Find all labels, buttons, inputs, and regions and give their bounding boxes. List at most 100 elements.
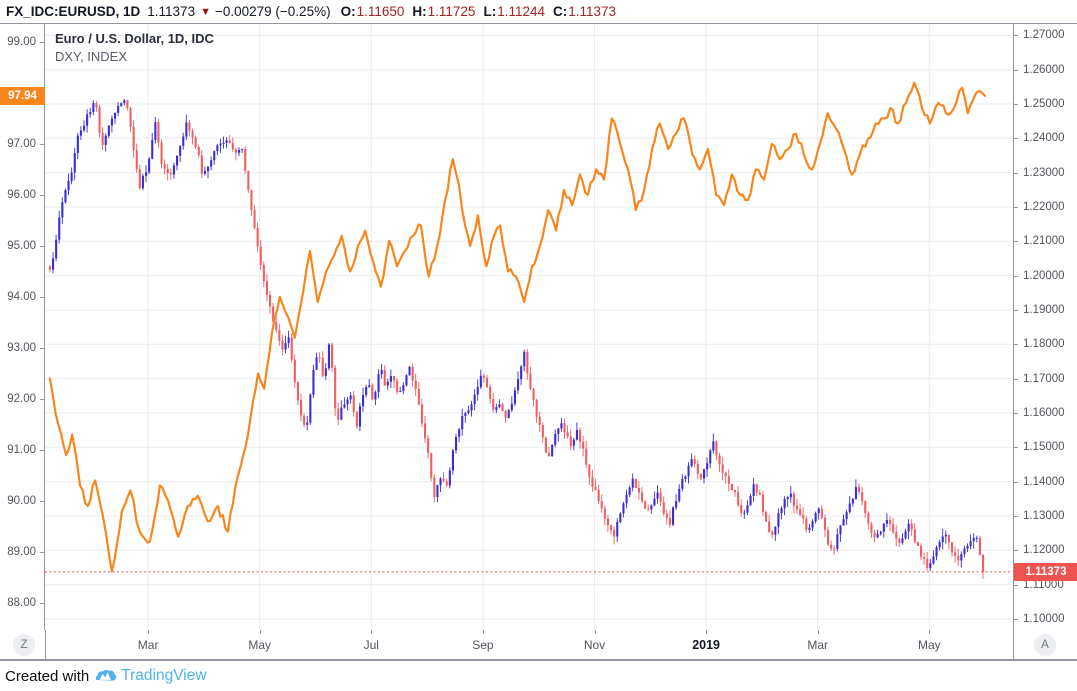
time-axis-tick — [929, 630, 931, 634]
last-price: 1.11373 — [147, 4, 196, 19]
left-axis-tick — [40, 41, 44, 43]
left-axis-label: 95.00 — [7, 239, 36, 252]
time-axis-tick — [706, 630, 708, 634]
right-axis-tick — [1014, 172, 1018, 174]
left-axis-label: 90.00 — [7, 494, 36, 507]
left-axis-label: 91.00 — [7, 443, 36, 456]
left-axis-tick — [40, 602, 44, 604]
right-axis-tick — [1014, 103, 1018, 105]
left-axis-label: 97.00 — [7, 137, 36, 150]
open-value: 1.11650 — [356, 4, 405, 19]
left-axis-tick — [40, 398, 44, 400]
auto-scale-button[interactable]: A — [1034, 633, 1056, 656]
left-axis-tick — [40, 296, 44, 298]
left-axis-label: 96.00 — [7, 188, 36, 201]
left-axis-tick — [40, 500, 44, 502]
right-axis-label: 1.15000 — [1023, 441, 1065, 454]
eurusd-last-price-badge: 1.11373 — [1014, 562, 1077, 581]
created-with-text: Created with — [5, 667, 90, 685]
right-axis-tick — [1014, 378, 1018, 380]
time-axis-label[interactable]: Sep — [472, 637, 494, 652]
time-axis-label[interactable]: 2019 — [692, 637, 720, 652]
timezone-button[interactable]: Z — [13, 633, 35, 656]
right-axis-label: 1.16000 — [1023, 407, 1065, 419]
right-axis-label: 1.19000 — [1023, 304, 1065, 316]
attribution-footer: Created with TradingView — [0, 660, 1077, 691]
right-axis-label: 1.23000 — [1023, 166, 1065, 179]
high-value: 1.11725 — [427, 4, 476, 19]
left-axis-tick — [40, 245, 44, 247]
axis-divider — [45, 630, 46, 660]
left-axis-tick — [40, 143, 44, 145]
left-axis-tick — [40, 347, 44, 349]
open-label: O: — [340, 4, 356, 19]
right-axis-tick — [1014, 344, 1018, 346]
time-axis-label[interactable]: May — [917, 637, 941, 652]
right-axis-label: 1.13000 — [1023, 510, 1065, 522]
time-axis-label[interactable]: Jul — [363, 637, 379, 652]
right-axis-label: 1.25000 — [1023, 97, 1065, 110]
right-axis-tick — [1014, 35, 1018, 37]
symbol-name[interactable]: FX_IDC:EURUSD, 1D — [6, 4, 141, 19]
right-axis-label: 1.26000 — [1023, 63, 1065, 76]
right-axis-tick — [1014, 138, 1018, 140]
dxy-last-value-badge: 97.94 — [0, 86, 45, 105]
time-axis-tick — [482, 630, 484, 634]
right-axis-tick — [1014, 310, 1018, 311]
right-axis-tick — [1014, 550, 1018, 552]
time-axis-label[interactable]: Mar — [807, 637, 829, 652]
left-axis-label: 89.00 — [7, 545, 36, 558]
right-axis-label: 1.11000 — [1023, 578, 1064, 591]
symbol-header: FX_IDC:EURUSD, 1D 1.11373 ▼ −0.00279 (−0… — [0, 0, 1077, 24]
time-axis-tick — [148, 630, 150, 634]
left-axis-label: 88.00 — [7, 596, 36, 609]
low-label: L: — [483, 4, 497, 19]
right-axis-tick — [1014, 241, 1018, 243]
right-axis-tick — [1014, 207, 1018, 208]
right-axis-tick — [1014, 413, 1018, 414]
right-axis-label: 1.27000 — [1023, 29, 1065, 42]
right-axis-tick — [1014, 619, 1018, 620]
high-label: H: — [412, 4, 427, 19]
left-price-axis-dxy[interactable]: 99.00 97.00 96.00 95.00 94.00 93.00 92.00 91.00… — [0, 24, 45, 630]
left-axis-tick — [40, 449, 44, 451]
time-axis-label[interactable]: Mar — [137, 637, 159, 652]
right-axis-label: 1.10000 — [1023, 613, 1065, 625]
left-axis-label: 92.00 — [7, 392, 36, 405]
tradingview-link[interactable]: TradingView — [121, 667, 207, 684]
price-chart — [45, 24, 1013, 630]
left-axis-tick — [40, 551, 44, 553]
time-axis-label[interactable]: Nov — [583, 637, 606, 652]
right-axis-label: 1.22000 — [1023, 201, 1065, 213]
plot-pane[interactable]: Euro / U.S. Dollar, 1D, IDC DXY, INDEX — [45, 24, 1013, 630]
time-axis-tick — [371, 630, 373, 634]
right-axis-tick — [1014, 584, 1018, 586]
right-axis-tick — [1014, 516, 1018, 517]
right-axis-label: 1.21000 — [1023, 235, 1065, 248]
price-change: −0.00279 (−0.25%) — [214, 4, 331, 19]
right-axis-label: 1.24000 — [1023, 132, 1065, 145]
close-value: 1.11373 — [568, 4, 617, 19]
time-axis-label[interactable]: May — [248, 637, 272, 652]
left-axis-label: 99.00 — [7, 35, 36, 48]
right-axis-label: 1.14000 — [1023, 475, 1065, 488]
right-price-axis-eurusd[interactable]: 1.27000 1.26000 1.25000 1.24000 1.23000 1.220… — [1013, 24, 1077, 630]
right-axis-label: 1.20000 — [1023, 269, 1065, 282]
down-arrow-icon: ▼ — [200, 5, 211, 18]
tradingview-logo-icon — [96, 669, 117, 681]
right-axis-label: 1.18000 — [1023, 338, 1065, 351]
time-axis-tick — [817, 630, 819, 634]
right-axis-tick — [1014, 447, 1018, 449]
axis-divider — [1013, 630, 1014, 660]
left-axis-tick — [40, 194, 44, 196]
right-axis-tick — [1014, 275, 1018, 277]
right-axis-label: 1.12000 — [1023, 544, 1065, 557]
left-axis-label: 93.00 — [7, 341, 36, 354]
low-value: 1.11244 — [497, 4, 546, 19]
left-axis-label: 94.00 — [7, 290, 36, 303]
time-axis-tick — [259, 630, 261, 634]
time-axis[interactable]: Z A Mar May Jul Sep Nov 2019 Mar May — [0, 630, 1077, 660]
right-axis-tick — [1014, 481, 1018, 483]
chart-area: 99.00 97.00 96.00 95.00 94.00 93.00 92.00 91.00… — [0, 24, 1077, 630]
